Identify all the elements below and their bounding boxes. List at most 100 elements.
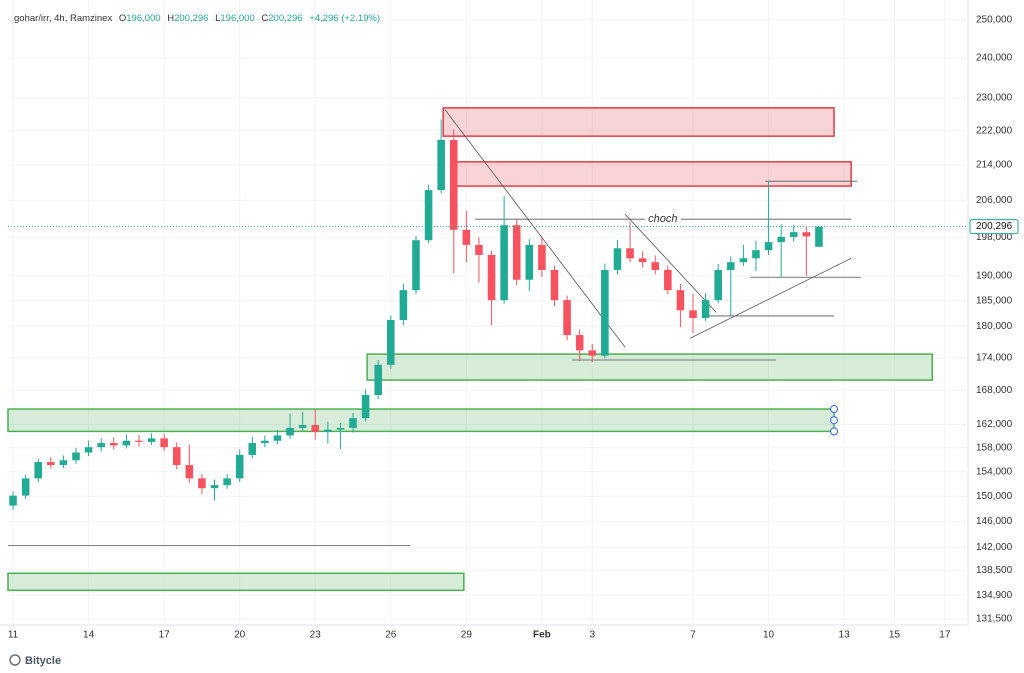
candle-body <box>324 429 332 432</box>
o-key: O <box>119 13 126 24</box>
x-tick-label: 20 <box>234 630 246 641</box>
candle-body <box>399 290 408 321</box>
y-tick-label: 158,000 <box>976 442 1013 453</box>
candle-body <box>764 242 773 251</box>
zone <box>7 572 465 592</box>
candle-body <box>487 254 496 301</box>
candle-body <box>727 262 735 270</box>
y-tick-label: 138,500 <box>976 565 1013 576</box>
candle-body <box>789 232 798 237</box>
candle-body <box>122 440 131 446</box>
candle-body <box>34 462 42 479</box>
candle-body <box>575 335 584 351</box>
y-tick-label: 230,000 <box>976 92 1013 103</box>
x-tick-label: 14 <box>83 630 95 641</box>
candle-body <box>437 139 445 191</box>
x-tick-label: 26 <box>385 630 397 641</box>
annotation-bg <box>644 212 681 227</box>
candle-body <box>298 425 307 428</box>
candle-body <box>261 440 269 444</box>
candle-body <box>235 454 244 479</box>
last-price-box <box>969 219 1019 235</box>
candle-body <box>198 478 206 489</box>
x-tick-label: 7 <box>690 630 696 641</box>
candle-body <box>601 269 609 356</box>
candle-body <box>349 418 357 428</box>
candle-body <box>449 139 458 230</box>
candle-body <box>21 478 30 496</box>
o-value: 196,000 <box>126 13 160 24</box>
x-tick-label: 23 <box>310 630 322 641</box>
y-tick-label: 185,000 <box>976 295 1013 306</box>
y-tick-label: 168,000 <box>976 385 1013 396</box>
candle-body <box>588 350 597 356</box>
candle-body <box>9 495 17 506</box>
h-value: 200,296 <box>174 13 208 24</box>
symbol: gohar/irr, 4h, Ramzinex <box>14 13 112 24</box>
zone-handle <box>830 427 839 436</box>
x-tick-label: 10 <box>763 630 775 641</box>
x-tick-label: Feb <box>533 630 551 641</box>
brand: Bitycle <box>25 655 61 667</box>
candle-body <box>613 248 622 270</box>
zone-handle <box>830 416 839 425</box>
candle-body <box>248 443 257 455</box>
zone <box>442 107 835 137</box>
x-tick-label: 11 <box>8 630 19 641</box>
c-key: C <box>261 13 268 24</box>
candle-body <box>651 262 660 270</box>
y-tick-label: 214,000 <box>976 160 1013 171</box>
candle-body <box>223 478 231 486</box>
y-tick-label: 142,000 <box>976 542 1013 553</box>
candle-body <box>714 269 722 301</box>
candle-body <box>538 244 546 270</box>
trend-line <box>624 213 717 313</box>
candle-body <box>160 438 168 448</box>
change: +4,296 (+2.19%) <box>309 13 380 24</box>
y-tick-label: 190,000 <box>976 270 1013 281</box>
candle-body <box>676 290 685 311</box>
x-tick-label: 17 <box>939 630 951 641</box>
candle-body <box>664 269 672 291</box>
plot: choch <box>7 0 968 625</box>
zone <box>7 408 835 433</box>
y-tick-label: 206,000 <box>976 195 1013 206</box>
y-tick-label: 146,000 <box>976 516 1013 527</box>
candle-body <box>815 226 823 247</box>
candle-body <box>147 438 156 442</box>
zone-handle <box>830 405 839 414</box>
trend-line <box>444 109 626 348</box>
candle-body <box>135 440 143 442</box>
h-key: H <box>167 13 174 24</box>
y-tick-label: 222,000 <box>976 125 1013 136</box>
x-tick-label: 17 <box>159 630 171 641</box>
candle-body <box>802 232 811 237</box>
candle-body <box>84 447 93 453</box>
y-tick-label: 240,000 <box>976 53 1013 64</box>
candle-body <box>512 225 521 280</box>
candle-body <box>626 248 634 259</box>
candle-body <box>273 435 282 441</box>
candle-body <box>500 225 508 301</box>
y-tick-label: 134,900 <box>976 590 1013 601</box>
candle-body <box>412 240 420 291</box>
candle-body <box>361 395 370 419</box>
x-tick-label: 3 <box>589 630 595 641</box>
candle-body <box>638 258 647 263</box>
y-tick-label: 150,000 <box>976 491 1013 502</box>
x-tick-label: 15 <box>889 630 901 641</box>
logo-icon <box>9 654 21 666</box>
candle-body <box>550 269 559 301</box>
y-tick-label: 162,000 <box>976 419 1013 430</box>
candle-body <box>462 229 471 245</box>
zone <box>452 161 852 187</box>
candle-body <box>47 462 55 466</box>
candle-body <box>72 452 80 461</box>
candle-body <box>563 300 571 336</box>
annotation: choch <box>648 213 677 225</box>
y-tick-label: 131,500 <box>976 614 1013 625</box>
candle-body <box>172 447 181 466</box>
legend-header: gohar/irr, 4h, Ramzinex O196,000 H200,29… <box>14 13 380 24</box>
